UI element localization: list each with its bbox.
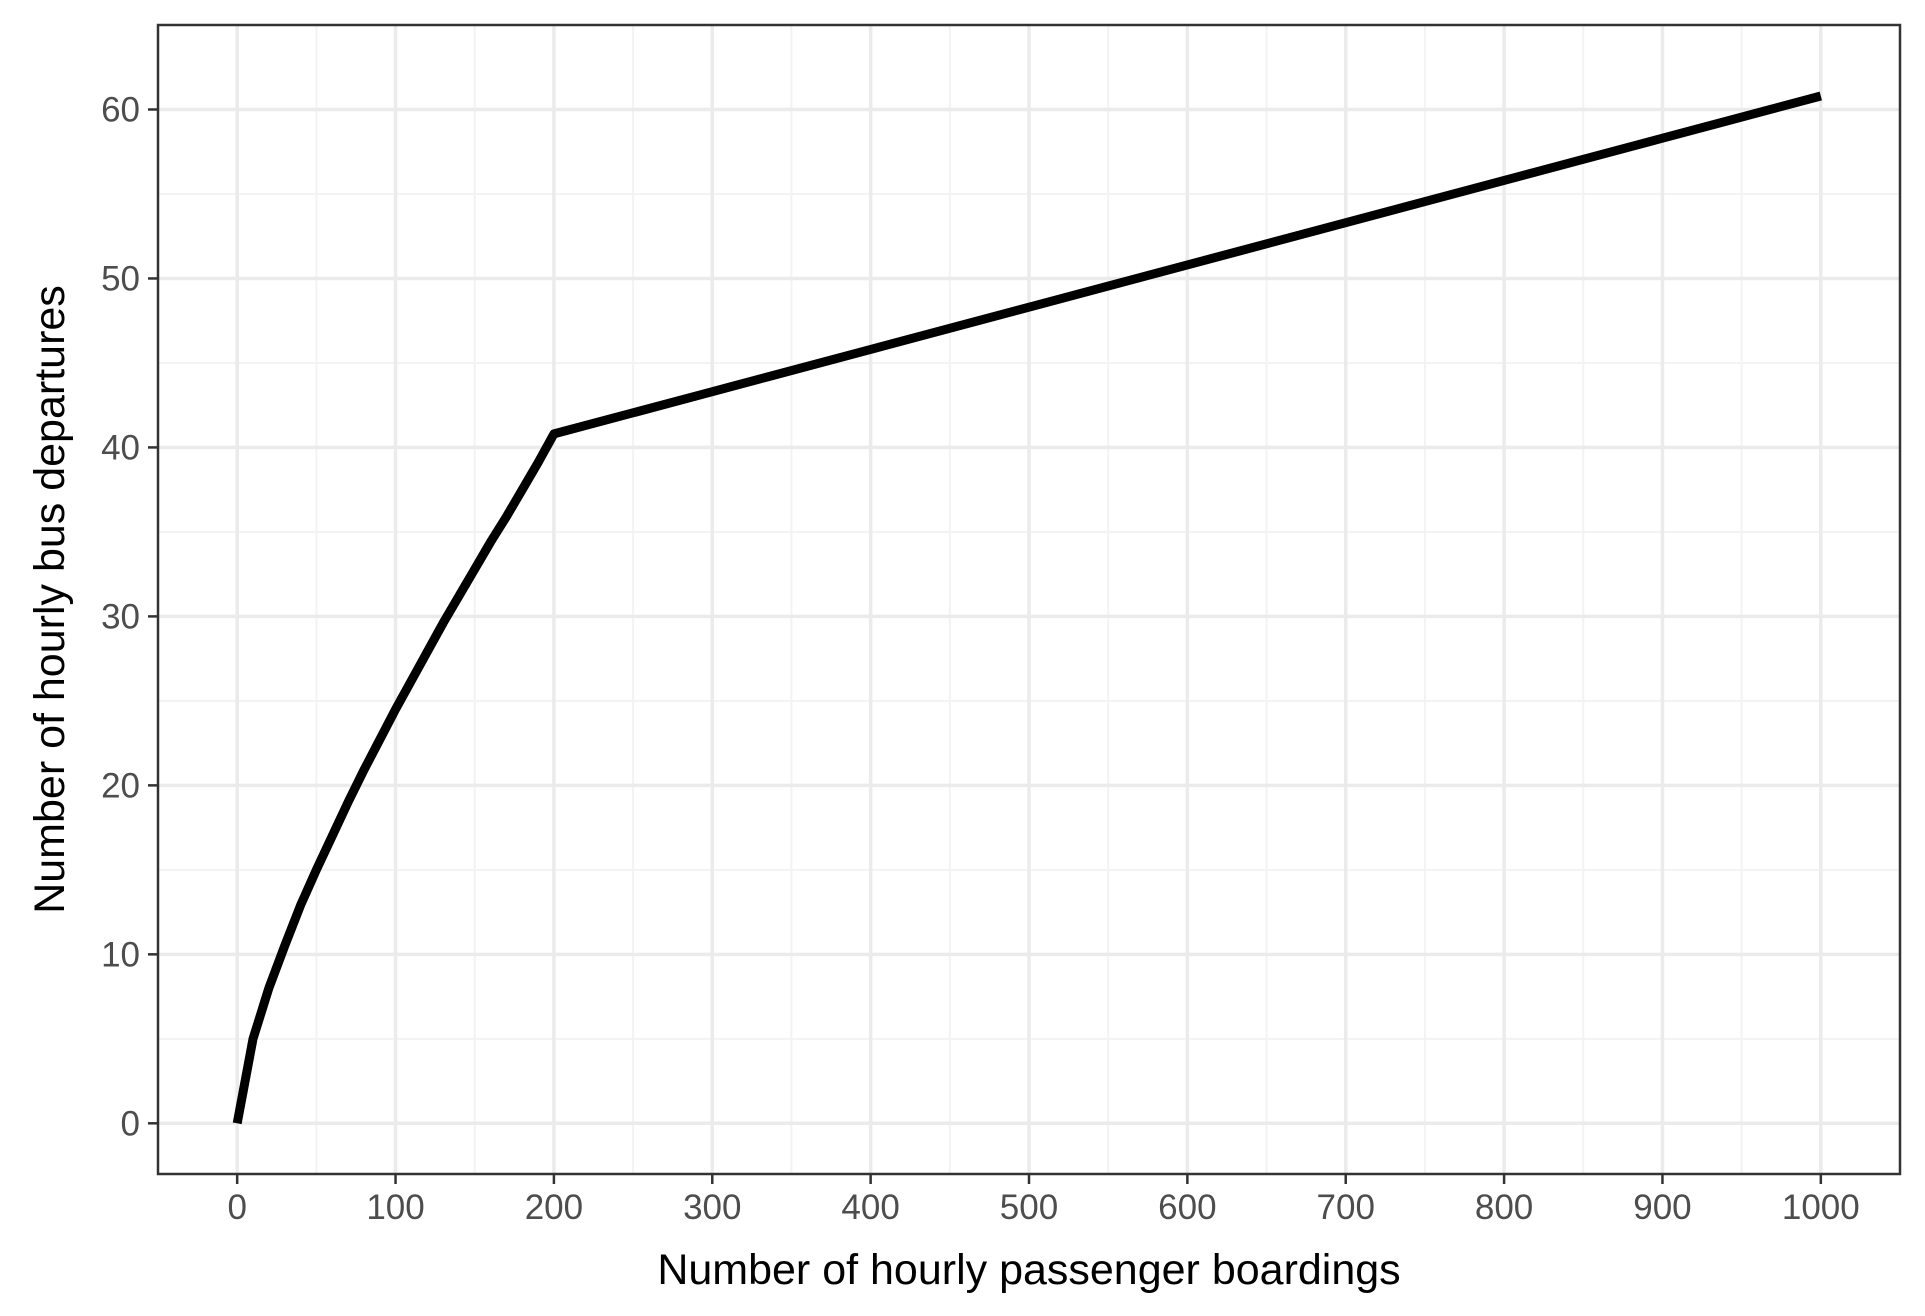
grid-lines [158,25,1900,1174]
x-tick-label: 600 [1158,1188,1216,1227]
x-tick-label: 100 [366,1188,424,1227]
axis-ticks [148,108,1823,1184]
y-tick-label: 30 [101,597,140,636]
x-tick-label: 200 [525,1188,583,1227]
x-axis-title: Number of hourly passenger boardings [657,1246,1400,1294]
x-tick-label: 700 [1317,1188,1375,1227]
tick-labels: 0 100 200 300 400 500 600 700 800 900 1000 0 10 20 30 4… [101,90,1860,1227]
x-tick-label: 900 [1633,1188,1691,1227]
y-tick-label: 60 [101,90,140,129]
x-tick-label: 1000 [1782,1188,1860,1227]
y-tick-label: 50 [101,259,140,298]
y-tick-label: 0 [121,1104,140,1143]
x-tick-label: 800 [1475,1188,1533,1227]
y-tick-label: 40 [101,428,140,467]
series-lines [232,91,1822,1125]
x-tick-label: 500 [1000,1188,1058,1227]
y-tick-label: 20 [101,766,140,805]
y-tick-label: 10 [101,935,140,974]
x-tick-label: 300 [683,1188,741,1227]
x-tick-label: 400 [841,1188,899,1227]
y-axis-title: Number of hourly bus departures [26,285,74,914]
series-line-0 [232,91,1822,1125]
x-tick-label: 0 [227,1188,246,1227]
